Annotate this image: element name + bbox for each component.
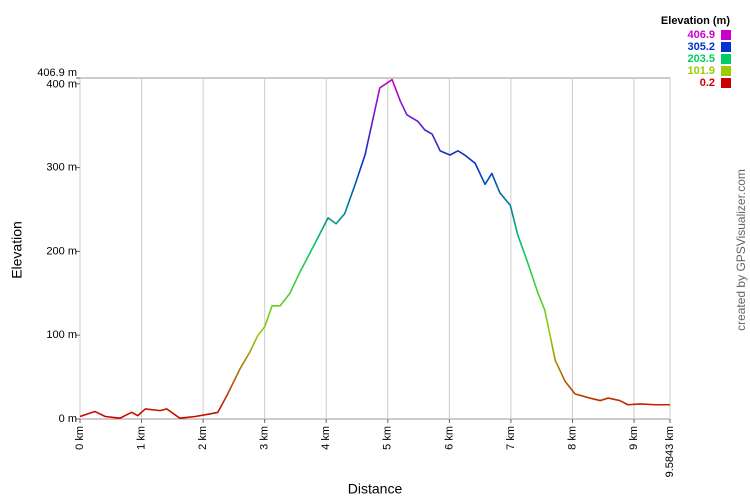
x-tick-label: 1 km xyxy=(135,426,147,450)
legend-label: 305.2 xyxy=(687,41,715,53)
legend-label: 101.9 xyxy=(687,65,715,77)
legend-title: Elevation (m) xyxy=(661,15,730,27)
x-tick-label: 0 km xyxy=(74,426,86,450)
y-tick-label: 400 m xyxy=(46,79,77,91)
legend-swatch xyxy=(721,54,731,64)
legend-swatch xyxy=(721,42,731,52)
elevation-line xyxy=(79,78,670,419)
credit: created by GPSVisualizer.com xyxy=(734,169,748,331)
x-tick-label: 2 km xyxy=(197,426,209,450)
legend-label: 0.2 xyxy=(700,77,715,89)
x-tick-label: 9 km xyxy=(628,426,640,450)
y-tick-label: 100 m xyxy=(46,329,77,341)
legend-swatch xyxy=(721,78,731,88)
x-tick-label: 8 km xyxy=(566,426,578,450)
x-tick-label: 5 km xyxy=(382,426,394,450)
x-tick-label: 7 km xyxy=(505,426,517,450)
y-tick-label: 406.9 m xyxy=(37,67,77,79)
x-tick-label: 9.5843 km xyxy=(664,426,676,477)
legend-swatch xyxy=(721,30,731,40)
legend-swatch xyxy=(721,66,731,76)
y-tick-label: 200 m xyxy=(46,245,77,257)
y-tick-label: 300 m xyxy=(46,161,77,173)
plot-frame xyxy=(79,77,671,420)
y-tick-label: 0 m xyxy=(59,413,77,425)
x-tick-label: 6 km xyxy=(443,426,455,450)
legend-label: 406.9 xyxy=(687,29,715,41)
x-tick-label: 3 km xyxy=(259,426,271,450)
x-tick-label: 4 km xyxy=(320,426,332,450)
y-axis-label: Elevation xyxy=(9,221,25,279)
x-axis-label: Distance xyxy=(348,481,403,497)
legend-label: 203.5 xyxy=(687,53,715,65)
